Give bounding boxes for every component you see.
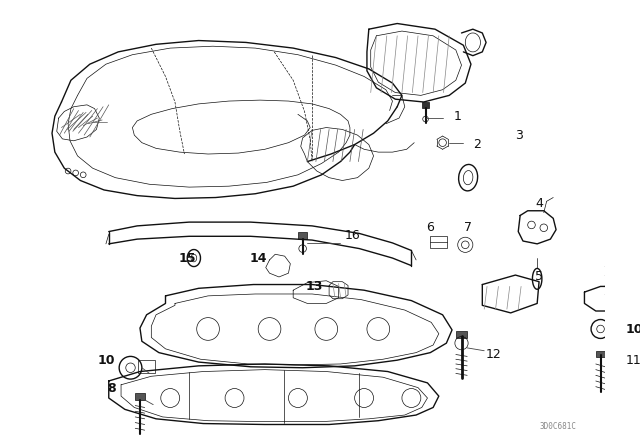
Text: 1: 1: [454, 110, 462, 123]
Bar: [430, 236, 447, 248]
Bar: [135, 393, 145, 400]
Bar: [596, 351, 605, 358]
Text: 12: 12: [486, 348, 502, 361]
Text: 9: 9: [639, 294, 640, 307]
Text: 10: 10: [626, 323, 640, 336]
Text: 3: 3: [515, 129, 524, 142]
Text: 14: 14: [249, 251, 267, 265]
Text: 11: 11: [626, 353, 640, 366]
Bar: [422, 102, 429, 108]
Text: 13: 13: [306, 280, 323, 293]
Text: 8: 8: [639, 261, 640, 274]
Bar: [298, 232, 307, 239]
Text: 5: 5: [535, 271, 543, 284]
Bar: [138, 360, 155, 374]
Text: 2: 2: [473, 138, 481, 151]
Text: 8: 8: [107, 382, 115, 395]
Text: 16: 16: [344, 229, 360, 242]
Text: 4: 4: [535, 197, 543, 210]
Text: 3D0C681C: 3D0C681C: [540, 422, 577, 431]
Text: 6: 6: [426, 221, 434, 234]
Text: 10: 10: [98, 353, 115, 366]
Text: 7: 7: [464, 221, 472, 234]
Bar: [456, 331, 467, 338]
Text: 15: 15: [179, 251, 196, 265]
